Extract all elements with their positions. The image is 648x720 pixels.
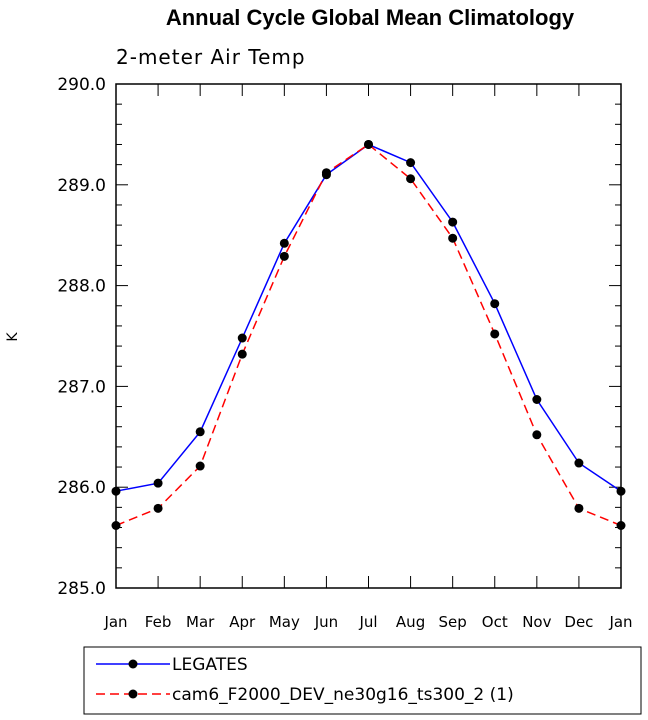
x-tick-label: Dec xyxy=(564,613,593,631)
legend-label: cam6_F2000_DEV_ne30g16_ts300_2 (1) xyxy=(172,685,514,705)
x-tick-label: Jun xyxy=(314,613,338,631)
plot-frame xyxy=(115,83,622,589)
data-point xyxy=(616,521,626,531)
data-point xyxy=(321,168,331,178)
data-point xyxy=(153,503,163,513)
data-point xyxy=(448,233,458,243)
data-point xyxy=(279,251,289,261)
x-tick-label: Feb xyxy=(145,613,172,631)
x-tick-label: Aug xyxy=(396,613,425,631)
data-point xyxy=(532,395,542,405)
data-point xyxy=(448,217,458,227)
y-tick-labels: 285.0 286.0 287.0 288.0 289.0 290.0 xyxy=(57,75,106,599)
data-point xyxy=(195,427,205,437)
x-tick-label: Jan xyxy=(103,613,127,631)
x-tick-label: Jan xyxy=(608,613,632,631)
data-point xyxy=(616,486,626,496)
legend-marker xyxy=(128,689,138,699)
data-point xyxy=(406,174,416,184)
data-point xyxy=(195,461,205,471)
data-point xyxy=(364,139,373,149)
x-tick-label: Nov xyxy=(522,613,551,631)
y-tick-label: 290.0 xyxy=(57,75,106,95)
data-point xyxy=(574,503,584,513)
series-line-1 xyxy=(115,143,622,527)
x-tick-label: Mar xyxy=(186,613,215,631)
data-point xyxy=(490,299,500,309)
x-tick-label: Sep xyxy=(439,613,467,631)
legend: LEGATES cam6_F2000_DEV_ne30g16_ts300_2 (1… xyxy=(96,655,514,705)
chart-title: Annual Cycle Global Mean Climatology xyxy=(166,5,575,30)
data-point xyxy=(111,521,121,531)
legend-marker xyxy=(128,659,138,669)
series-lines xyxy=(115,143,622,527)
x-tick-label: Jul xyxy=(358,613,377,631)
data-point xyxy=(111,486,121,496)
y-tick-label: 285.0 xyxy=(57,579,106,599)
data-point xyxy=(279,238,289,248)
y-tick-label: 286.0 xyxy=(57,478,106,498)
legend-label: LEGATES xyxy=(172,655,248,675)
data-point xyxy=(406,158,416,168)
x-tick-label: May xyxy=(269,613,300,631)
x-tick-label: Oct xyxy=(482,613,508,631)
data-point xyxy=(237,333,247,343)
x-tick-label: Apr xyxy=(229,613,256,631)
data-point xyxy=(490,329,500,339)
data-point xyxy=(532,430,542,440)
chart-subtitle: 2-meter Air Temp xyxy=(116,45,306,69)
data-point xyxy=(574,458,584,468)
data-point xyxy=(237,349,247,359)
data-point xyxy=(153,478,163,488)
x-tick-labels: Jan Feb Mar Apr May Jun Jul Aug Sep Oct Nov Dec Jan xyxy=(103,613,632,631)
y-tick-label: 287.0 xyxy=(57,377,106,397)
legend-box xyxy=(83,646,642,715)
series-points xyxy=(111,139,626,531)
y-axis-label: K xyxy=(5,332,21,342)
y-tick-label: 288.0 xyxy=(57,277,106,297)
axis-ticks xyxy=(115,83,622,589)
series-line-0 xyxy=(115,143,622,492)
y-tick-label: 289.0 xyxy=(57,176,106,196)
